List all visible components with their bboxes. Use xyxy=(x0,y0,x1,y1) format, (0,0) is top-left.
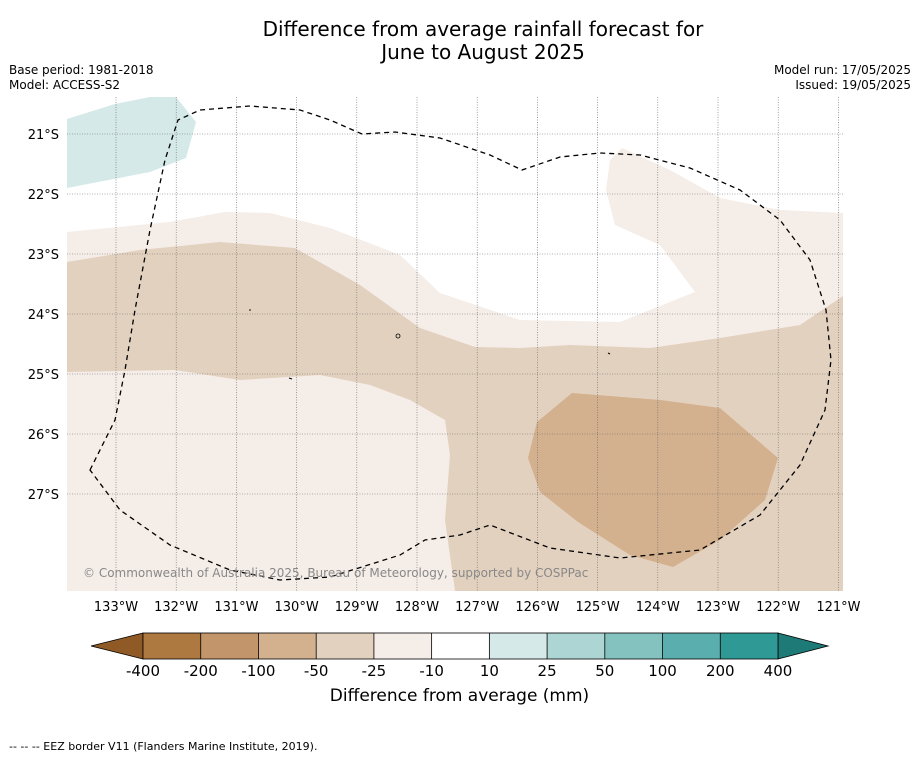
base-period-info: Base period: 1981-2018 Model: ACCESS-S2 xyxy=(9,63,154,93)
longitude-label: 131°W xyxy=(214,600,258,615)
latitude-label: 27°S xyxy=(28,488,59,503)
colorbar-tick-label: -100 xyxy=(241,662,275,680)
colorbar-segment xyxy=(720,633,778,659)
latitude-label: 22°S xyxy=(28,188,59,203)
longitude-label: 123°W xyxy=(696,600,740,615)
map-title-line-1: Difference from average rainfall forecas… xyxy=(262,17,704,41)
colorbar-segment xyxy=(258,633,317,659)
longitude-label: 121°W xyxy=(816,600,860,615)
contour-dot xyxy=(249,309,251,311)
colorbar: -400 -200 -100 -50 -25 -10 10 25 50 100 200 400 xyxy=(90,632,830,680)
colorbar-title: Difference from average (mm) xyxy=(329,686,590,706)
colorbar-tick-label: 200 xyxy=(706,662,735,680)
colorbar-segment xyxy=(200,633,259,659)
colorbar-tick-label: -10 xyxy=(419,662,444,680)
longitude-label: 126°W xyxy=(515,600,559,615)
copyright-notice: © Commonwealth of Australia 2025, Bureau… xyxy=(83,566,588,580)
colorbar-frame xyxy=(142,632,779,660)
latitude-label: 25°S xyxy=(28,368,59,383)
latitude-label: 26°S xyxy=(28,428,59,443)
colorbar-tick-label: 25 xyxy=(538,662,557,680)
longitude-label: 133°W xyxy=(94,600,138,615)
model-run-text: Model run: 17/05/2025 xyxy=(773,63,911,77)
rainfall-anomaly-map xyxy=(67,97,843,591)
base-period-text: Base period: 1981-2018 xyxy=(9,63,154,77)
colorbar-segment xyxy=(489,633,548,659)
latitude-labels: 21°S 22°S 23°S 24°S 25°S 26°S 27°S xyxy=(28,128,59,503)
longitude-label: 132°W xyxy=(154,600,198,615)
colorbar-segment xyxy=(373,633,432,659)
colorbar-segment xyxy=(547,633,605,659)
issued-date-text: Issued: 19/05/2025 xyxy=(795,78,911,92)
colorbar-segment xyxy=(604,633,663,659)
colorbar-tick-label: 50 xyxy=(595,662,614,680)
model-name-text: Model: ACCESS-S2 xyxy=(9,78,121,92)
eez-border xyxy=(89,105,832,581)
longitude-label: 129°W xyxy=(335,600,379,615)
colorbar-under-arrow xyxy=(90,632,144,660)
colorbar-tick-label: 400 xyxy=(764,662,793,680)
gridlines xyxy=(67,97,843,591)
longitude-label: 130°W xyxy=(275,600,319,615)
colorbar-tick-label: 100 xyxy=(648,662,677,680)
longitude-label: 125°W xyxy=(576,600,620,615)
colorbar-segment xyxy=(316,633,374,659)
latitude-label: 23°S xyxy=(28,248,59,263)
colorbar-segment xyxy=(662,633,721,659)
eez-legend-note: -- -- -- EEZ border V11 (Flanders Marine… xyxy=(9,740,318,753)
contour-ring xyxy=(395,333,401,339)
longitude-label: 124°W xyxy=(636,600,680,615)
colorbar-tick-label: -200 xyxy=(184,662,218,680)
colorbar-over-arrow xyxy=(777,632,830,660)
latitude-label: 24°S xyxy=(28,308,59,323)
longitude-label: 128°W xyxy=(395,600,439,615)
longitude-labels: 133°W 132°W 131°W 130°W 129°W 128°W 127°W 126°W… xyxy=(94,600,861,615)
map-title: Difference from average rainfall forecas… xyxy=(0,18,919,64)
longitude-label: 127°W xyxy=(455,600,499,615)
colorbar-segment xyxy=(143,633,201,659)
map-title-line-2: June to August 2025 xyxy=(381,40,585,64)
colorbar-tick-label: -50 xyxy=(304,662,329,680)
colorbar-tick-label: 10 xyxy=(480,662,499,680)
colorbar-segment xyxy=(431,633,490,659)
contour-tick xyxy=(607,352,611,355)
contour-dark-tan xyxy=(528,393,778,567)
colorbar-tick-label: -25 xyxy=(362,662,387,680)
contour-tick xyxy=(288,377,293,380)
colorbar-tick-label: -400 xyxy=(126,662,160,680)
latitude-label: 21°S xyxy=(28,128,59,143)
longitude-label: 122°W xyxy=(756,600,800,615)
model-run-info: Model run: 17/05/2025 Issued: 19/05/2025 xyxy=(774,63,911,93)
